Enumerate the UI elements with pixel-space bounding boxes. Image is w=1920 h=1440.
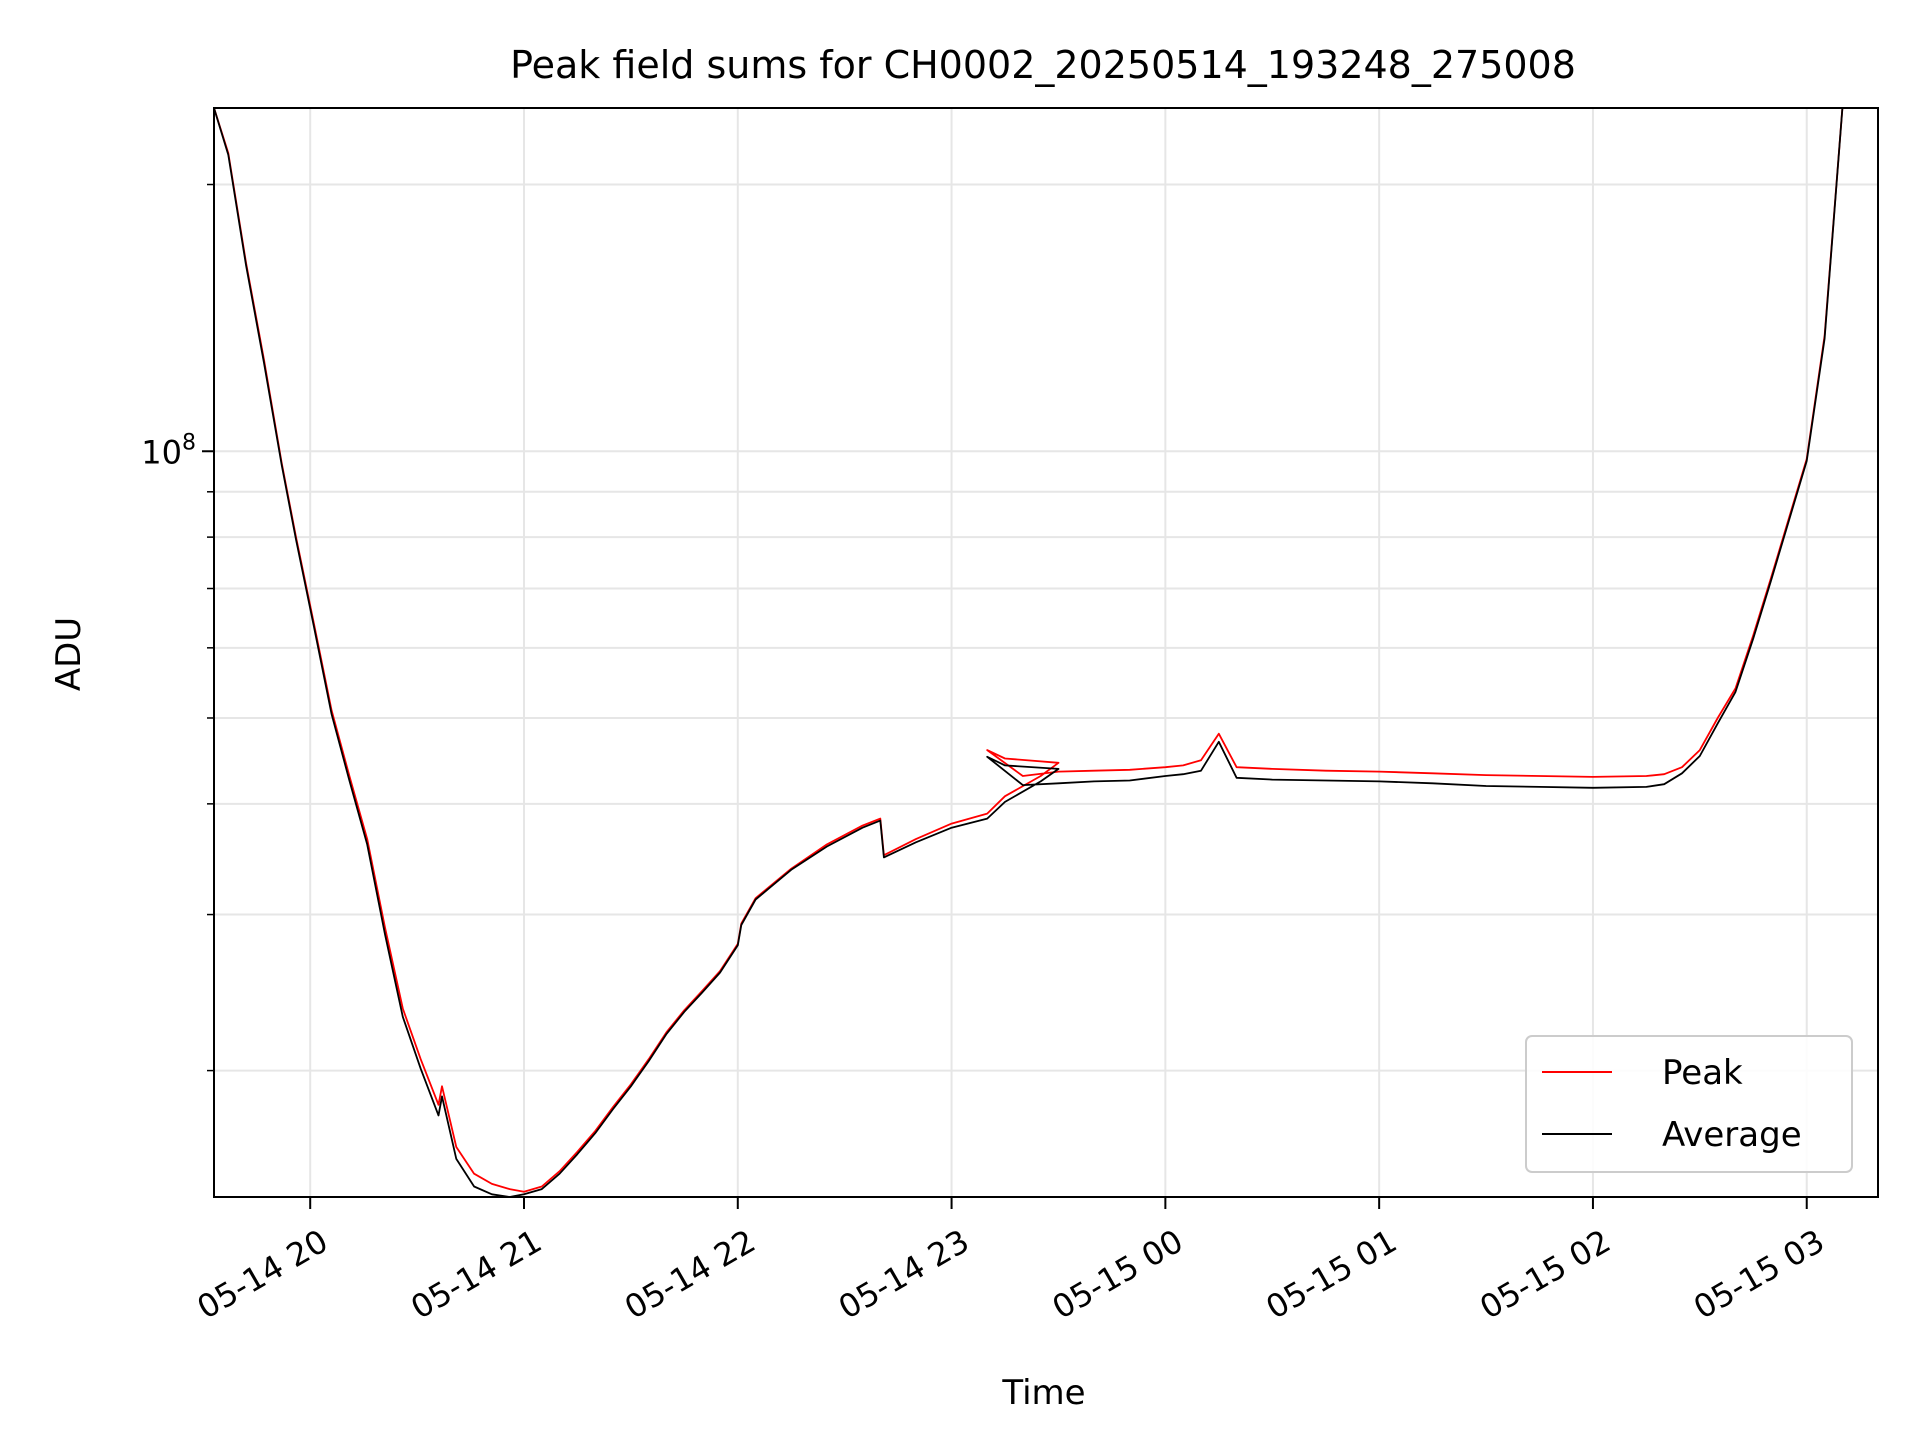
legend-label-average: Average	[1662, 1115, 1802, 1155]
lines	[214, 108, 1844, 1197]
plot-frame	[213, 107, 1879, 1198]
x-axis-label: Time	[1001, 1373, 1085, 1413]
series-line-average	[214, 108, 1844, 1197]
y-axis-label: ADU	[49, 617, 89, 691]
y-tick-label: 108	[141, 430, 196, 471]
legend: Peak Average	[1525, 1035, 1853, 1173]
legend-label-peak: Peak	[1662, 1053, 1743, 1093]
y-axis-ticks: 108	[141, 183, 214, 1072]
series-line-peak	[214, 108, 1844, 1193]
chart-title: Peak field sums for CH0002_20250514_1932…	[510, 43, 1576, 87]
legend-box	[1525, 1035, 1853, 1173]
grid	[214, 108, 1878, 1197]
